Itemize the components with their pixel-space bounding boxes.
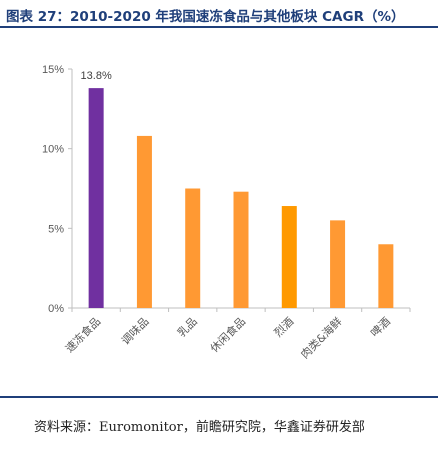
bar xyxy=(281,206,297,308)
bar xyxy=(233,191,249,308)
category-label: 调味品 xyxy=(119,315,152,348)
category-label: 速冻食品 xyxy=(62,314,103,355)
bar-layer xyxy=(88,88,394,308)
bar xyxy=(330,220,346,308)
bar xyxy=(185,188,201,308)
category-label: 啤酒 xyxy=(368,314,393,339)
category-label: 肉类&海鲜 xyxy=(298,314,345,361)
y-tick-label: 15% xyxy=(42,64,64,76)
y-tick-label: 10% xyxy=(42,144,64,156)
chart-title: 图表 27：2010-2020 年我国速冻食品与其他板块 CAGR（%） xyxy=(0,0,438,28)
bar-chart: 0% 5% 10% 15% 13.8% 速冻食品 调味品 乳品 休闲食品 烈酒 肉类&海鲜 啤酒 xyxy=(42,64,411,361)
category-label: 烈酒 xyxy=(271,314,296,339)
y-tick-label: 5% xyxy=(48,223,64,235)
bar xyxy=(378,244,394,308)
bar xyxy=(88,88,104,308)
category-label: 乳品 xyxy=(175,315,200,340)
bar xyxy=(136,135,152,308)
axis-layer: 0% 5% 10% 15% xyxy=(42,64,411,315)
label-layer: 13.8% 速冻食品 调味品 乳品 休闲食品 烈酒 肉类&海鲜 啤酒 xyxy=(62,70,393,361)
category-label: 休闲食品 xyxy=(207,314,248,355)
data-label: 13.8% xyxy=(81,70,112,82)
y-tick-label: 0% xyxy=(48,303,64,315)
source-note: 资料来源：Euromonitor，前瞻研究院，华鑫证券研发部 xyxy=(0,396,438,452)
